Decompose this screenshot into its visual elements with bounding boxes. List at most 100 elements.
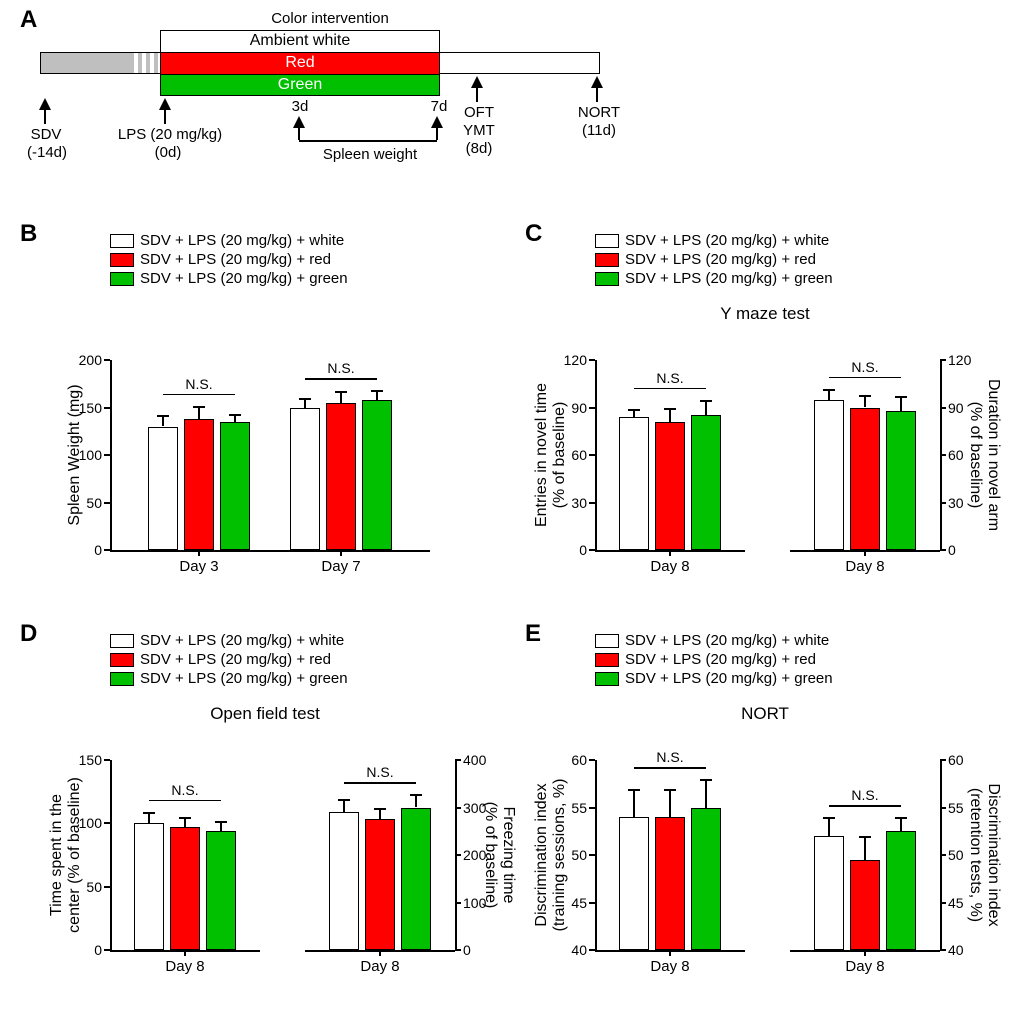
bar-green [362,400,392,550]
timeline-row-red: Red [160,52,440,74]
bar-red [184,419,214,550]
y-tick [104,502,110,504]
legend-row-red: SDV + LPS (20 mg/kg) + red [110,651,348,668]
chart-d-l: 050100150Time spent in thecenter (% of b… [100,730,300,980]
bar-white [814,400,844,550]
title-c: Y maze test [650,304,880,324]
arrow-3d-icon [293,116,305,128]
y-tick [455,807,461,809]
label-sdv-day: (-14d) [12,144,82,161]
error-cap [410,794,422,796]
title-e: NORT [680,704,850,724]
error-cap [179,817,191,819]
legend-swatch-white [110,634,134,648]
y-axis-label: Entries in novel time(% of baseline) [533,360,569,550]
legend-row-red: SDV + LPS (20 mg/kg) + red [595,651,833,668]
error-cap [664,408,676,410]
y-axis-label: Spleen Weight (mg) [66,360,84,550]
panel-letter-b: B [20,220,37,248]
ns-label: N.S. [814,787,916,803]
y-tick [589,807,595,809]
error-cap [664,789,676,791]
legend-text-white: SDV + LPS (20 mg/kg) + white [625,232,829,249]
error-bar [705,400,707,416]
error-cap [628,409,640,411]
panel-letter-c: C [525,220,542,248]
y-tick [940,902,946,904]
ns-line [829,805,901,807]
legend-text-red: SDV + LPS (20 mg/kg) + red [140,651,331,668]
y-axis [595,760,597,950]
error-cap [700,400,712,402]
x-tick [669,550,671,556]
bar-green [220,422,250,550]
y-tick [940,502,946,504]
x-tick [379,950,381,956]
legend-text-white: SDV + LPS (20 mg/kg) + white [140,632,344,649]
legend-text-green: SDV + LPS (20 mg/kg) + green [140,270,348,287]
legend-swatch-white [595,234,619,248]
y-tick [940,807,946,809]
arrow-oft-shaft [476,88,478,102]
label-spleen: Spleen weight [310,146,430,163]
y-axis [110,360,112,550]
panel-letter-a: A [20,6,37,34]
title-d: Open field test [150,704,380,724]
y-tick [940,759,946,761]
chart-e-r: 4045505560Discrimination index(retention… [790,730,990,980]
error-bar [705,779,707,808]
label-lps-day: (0d) [140,144,196,161]
label-d8: (8d) [456,140,502,157]
label-sdv: SDV [18,126,74,143]
error-cap [371,390,383,392]
error-cap [335,391,347,393]
legend-swatch-white [110,234,134,248]
y-tick [104,949,110,951]
legend-row-white: SDV + LPS (20 mg/kg) + white [110,632,348,649]
arrow-lps-shaft [164,110,166,124]
panel-letter-d: D [20,620,37,648]
y-tick [104,359,110,361]
error-cap [143,812,155,814]
timeline-header: Color intervention [220,10,440,27]
x-category-label: Day 8 [804,558,926,575]
y-tick [940,454,946,456]
x-tick [864,550,866,556]
y-tick [940,407,946,409]
error-bar [828,817,830,836]
chart-e-l: 4045505560Discrimination index(training … [585,730,785,980]
legend-d: SDV + LPS (20 mg/kg) + white SDV + LPS (2… [110,632,348,689]
arrow-nort-icon [591,76,603,88]
legend-text-red: SDV + LPS (20 mg/kg) + red [625,651,816,668]
y-tick [104,886,110,888]
chart-c-l: 0306090120Entries in novel time(% of bas… [585,330,785,580]
label-d11: (11d) [568,122,630,139]
legend-b: SDV + LPS (20 mg/kg) + whiteSDV + LPS (2… [110,232,348,289]
bar-white [134,823,164,950]
y-axis [595,360,597,550]
error-cap [193,406,205,408]
legend-text-green: SDV + LPS (20 mg/kg) + green [140,670,348,687]
bar-red [850,860,880,950]
ns-label: N.S. [814,359,916,375]
ns-label: N.S. [619,749,721,765]
timeline-right-ext [440,52,600,74]
error-cap [374,808,386,810]
error-bar [900,817,902,831]
bar-white [148,427,178,551]
ns-line [305,378,377,380]
y-tick [104,759,110,761]
bar-red [170,827,200,950]
ns-line [163,394,235,396]
y-tick [940,949,946,951]
timeline-gray-stripes [130,52,160,74]
error-bar [864,836,866,860]
x-category-label: Day 8 [804,958,926,975]
error-bar [669,408,671,422]
label-3d: 3d [285,98,315,115]
arrow-lps-icon [159,98,171,110]
label-oft: OFT [456,104,502,121]
legend-row-green: SDV + LPS (20 mg/kg) + green [595,670,833,687]
x-axis [110,550,430,552]
arrow-nort-shaft [596,88,598,102]
